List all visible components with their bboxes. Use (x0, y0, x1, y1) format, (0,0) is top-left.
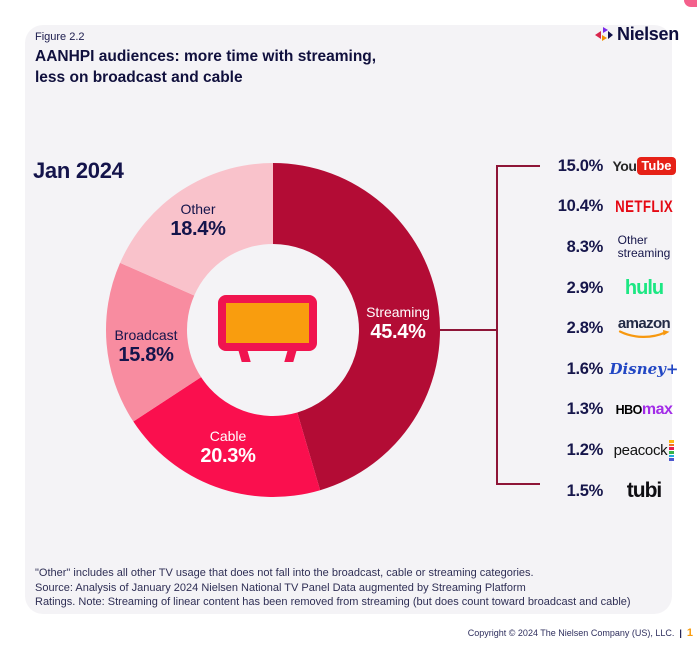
chart-title: AANHPI audiences: more time with streami… (35, 46, 376, 88)
peacock-feather-icon (669, 440, 675, 461)
figure-label: Figure 2.2 (35, 31, 85, 43)
connector-line-main (440, 329, 497, 331)
streaming-row-amazon: 2.8% amazon (545, 308, 685, 349)
nielsen-logo: Nielsen (595, 24, 679, 45)
donut-slice-other (120, 163, 273, 296)
slice-name-streaming: Streaming (366, 304, 430, 320)
streaming-row-tubi: 1.5% tubi (545, 471, 685, 512)
donut-chart (106, 163, 441, 497)
footnote-line3: Ratings. Note: Streaming of linear conte… (35, 596, 631, 608)
disney-share: 1.6% (566, 359, 604, 378)
slice-name-cable: Cable (209, 428, 247, 444)
streaming-row-other: 8.3% Other streaming (545, 227, 685, 268)
peacock-share: 1.2% (566, 440, 604, 459)
tv-icon (218, 295, 317, 362)
slice-value-broadcast: 15.8% (118, 344, 174, 366)
streaming-row-hbomax: 1.3% HBO max (545, 390, 685, 431)
date-label: Jan 2024 (33, 158, 124, 183)
donut-slice-broadcast (106, 262, 202, 422)
connector-tick-bottom (496, 483, 540, 485)
page-number: 1 (686, 627, 693, 639)
connector-tick-top (496, 165, 540, 167)
amazon-share: 2.8% (566, 319, 604, 338)
slice-label-streaming: Streaming 45.4% (336, 304, 460, 344)
slice-name-broadcast: Broadcast (114, 327, 178, 343)
corner-decoration (684, 0, 697, 7)
slice-value-cable: 20.3% (200, 445, 256, 467)
copyright-row: Copyright © 2024 The Nielsen Company (US… (0, 627, 693, 639)
youtube-share: 15.0% (557, 156, 604, 175)
connector-line-vertical (496, 165, 498, 484)
slice-label-cable: Cable 20.3% (166, 428, 290, 468)
hbo-max-logo: HBO max (615, 400, 673, 418)
amazon-logo: amazon (618, 316, 671, 339)
hulu-logo: hulu (624, 276, 664, 299)
streaming-row-disney: 1.6% Disney+ (545, 349, 685, 390)
streaming-row-hulu: 2.9% hulu (545, 268, 685, 309)
amazon-smile-icon (618, 330, 670, 339)
tubi-share: 1.5% (566, 481, 604, 500)
netflix-share: 10.4% (557, 197, 604, 216)
netflix-logo: NETFLIX (615, 196, 673, 216)
other-streaming-share: 8.3% (566, 237, 604, 256)
slice-value-streaming: 45.4% (370, 321, 426, 343)
youtube-logo: You Tube (613, 157, 676, 176)
footnote-line1: "Other" includes all other TV usage that… (35, 567, 534, 579)
slice-label-other: Other 18.4% (136, 201, 260, 241)
streaming-row-youtube: 15.0% You Tube (545, 146, 685, 187)
slice-value-other: 18.4% (170, 218, 226, 240)
chart-title-line2: less on broadcast and cable (35, 69, 243, 86)
donut-slice-cable (133, 377, 321, 497)
tubi-logo: tubi (626, 479, 662, 503)
disney-plus-logo: Disney+ (609, 360, 679, 379)
nielsen-wordmark: Nielsen (617, 24, 679, 44)
donut-slice-streaming (273, 163, 441, 491)
slice-name-other: Other (180, 201, 216, 217)
streaming-row-peacock: 1.2% peacock (545, 430, 685, 471)
streaming-row-netflix: 10.4% NETFLIX (545, 187, 685, 228)
copyright-text: Copyright © 2024 The Nielsen Company (US… (467, 628, 675, 638)
other-streaming-label: Other streaming (617, 233, 671, 261)
chart-title-line1: AANHPI audiences: more time with streami… (35, 48, 377, 65)
copyright-separator: | (679, 628, 682, 638)
peacock-logo: peacock (614, 440, 675, 461)
slice-label-broadcast: Broadcast 15.8% (84, 327, 208, 367)
footnote-line2: Source: Analysis of January 2024 Nielsen… (35, 581, 526, 594)
streaming-breakdown-panel: 15.0% You Tube 10.4% NETFLIX 8.3% Other st… (545, 146, 685, 511)
footnote: "Other" includes all other TV usage that… (35, 566, 631, 610)
hulu-share: 2.9% (566, 278, 604, 297)
nielsen-logo-icon (595, 26, 613, 43)
hbomax-share: 1.3% (566, 400, 604, 419)
